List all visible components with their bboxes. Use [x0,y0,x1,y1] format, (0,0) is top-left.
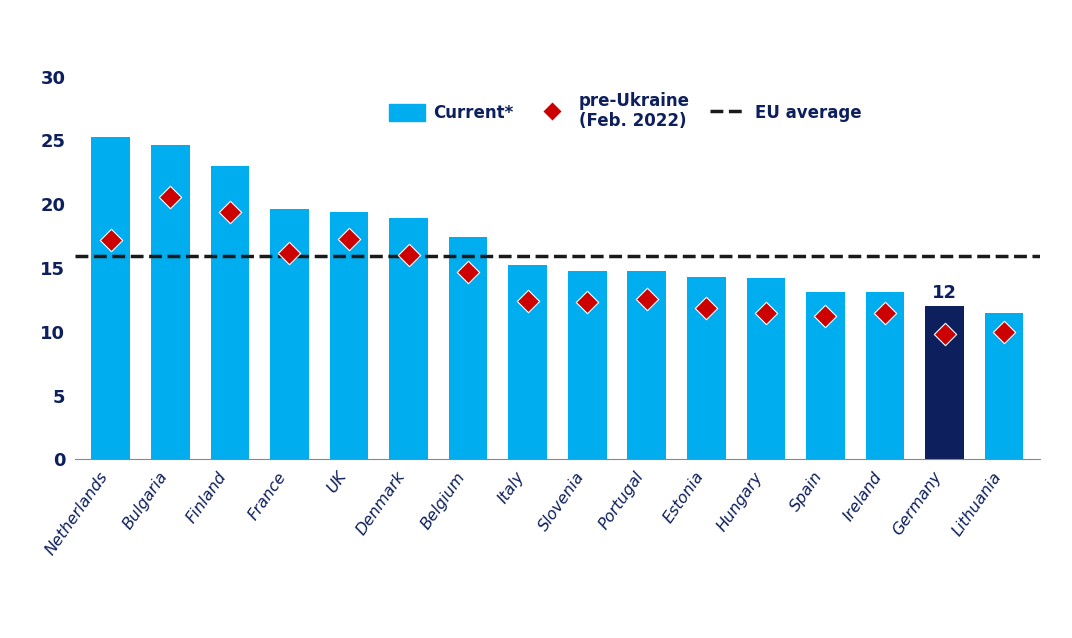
Point [757,308,774,318]
Bar [985,313,1024,459]
Point [698,302,715,313]
Point [281,248,298,258]
Text: 12: 12 [932,285,957,302]
Point [341,234,358,244]
Point [817,311,834,322]
Point [460,267,477,277]
Bar [925,306,964,459]
Point [996,327,1013,337]
Legend: Current*, pre-Ukraine
(Feb. 2022), EU average: Current*, pre-Ukraine (Feb. 2022), EU av… [382,85,868,137]
Bar [746,278,785,459]
Bar [568,271,607,459]
Point [221,207,238,217]
Bar [866,292,905,459]
Point [519,296,536,306]
Point [579,297,596,308]
Bar [91,137,130,459]
Bar [210,166,249,459]
Point [162,191,179,202]
Point [102,235,119,245]
Bar [508,265,547,459]
Bar [449,237,488,459]
Bar [806,292,845,459]
Point [638,293,655,304]
Point [877,308,894,318]
Bar [389,218,428,459]
Bar [627,271,666,459]
Bar [330,212,369,459]
Bar [270,209,309,459]
Point [936,329,953,339]
Bar [687,277,726,459]
Point [400,250,417,260]
Bar [151,145,190,459]
